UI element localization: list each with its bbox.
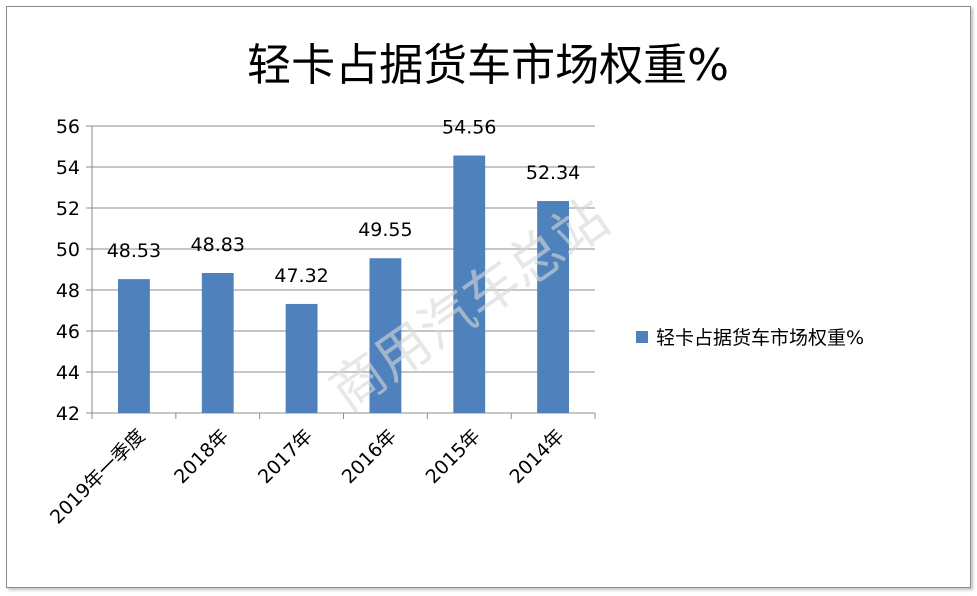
bar	[117, 279, 150, 413]
data-labels: 48.53 48.83 47.32 49.55 54.56 52.34	[107, 117, 581, 287]
x-tick-label: 2016年	[338, 425, 401, 488]
data-label: 48.53	[107, 240, 161, 262]
x-tick-label: 2018年	[170, 425, 233, 488]
axes	[86, 125, 596, 419]
chart-title: 轻卡占据货车市场权重%	[247, 40, 729, 91]
y-tick-label: 56	[56, 116, 80, 138]
y-tick-label: 42	[56, 403, 80, 425]
y-axis-ticks: 42 44 46 48 50 52 54 56	[56, 116, 80, 425]
y-tick-label: 44	[56, 362, 80, 384]
y-tick-label: 54	[56, 157, 80, 179]
legend-swatch	[636, 331, 648, 343]
data-label: 47.32	[274, 265, 328, 287]
legend: 轻卡占据货车市场权重%	[636, 327, 864, 349]
y-tick-label: 50	[56, 239, 80, 261]
chart-frame	[6, 6, 971, 588]
bar	[537, 201, 570, 413]
x-axis-ticks: 2019年一季度 2018年 2017年 2016年 2015年 2014年	[46, 425, 569, 528]
data-label: 54.56	[442, 117, 496, 139]
x-tick-label: 2014年	[505, 425, 568, 488]
bar	[369, 258, 402, 413]
bar	[201, 272, 234, 413]
bar	[453, 155, 486, 413]
y-tick-label: 52	[56, 198, 80, 220]
bars	[117, 155, 570, 413]
data-label: 48.83	[191, 234, 245, 256]
data-label: 49.55	[358, 219, 412, 241]
x-tick-label: 2019年一季度	[46, 425, 149, 528]
legend-label: 轻卡占据货车市场权重%	[656, 327, 864, 349]
data-label: 52.34	[526, 162, 580, 184]
x-tick-label: 2017年	[254, 425, 317, 488]
x-tick-label: 2015年	[422, 425, 485, 488]
y-tick-label: 46	[56, 321, 80, 343]
bar	[285, 303, 318, 413]
y-tick-label: 48	[56, 280, 80, 302]
